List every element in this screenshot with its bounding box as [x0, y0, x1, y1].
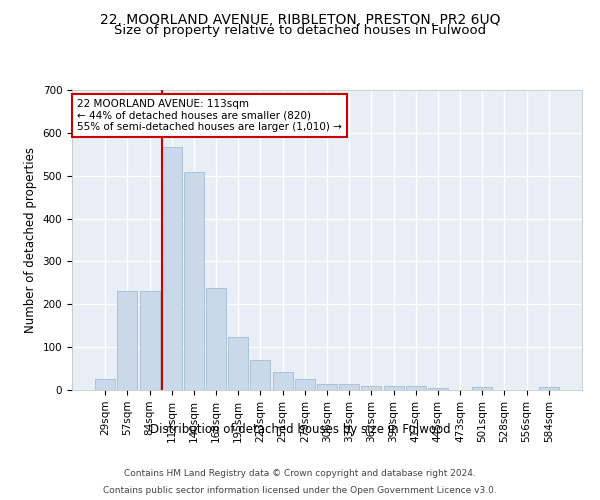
Bar — [140, 290, 160, 390]
Bar — [539, 388, 559, 390]
Bar — [339, 384, 359, 390]
Bar — [317, 384, 337, 390]
Text: 22, MOORLAND AVENUE, RIBBLETON, PRESTON, PR2 6UQ: 22, MOORLAND AVENUE, RIBBLETON, PRESTON,… — [100, 12, 500, 26]
Text: 22 MOORLAND AVENUE: 113sqm
← 44% of detached houses are smaller (820)
55% of sem: 22 MOORLAND AVENUE: 113sqm ← 44% of deta… — [77, 99, 342, 132]
Bar — [472, 386, 492, 390]
Bar — [184, 172, 204, 390]
Bar — [383, 386, 404, 390]
Bar — [162, 147, 182, 390]
Text: Distribution of detached houses by size in Fulwood: Distribution of detached houses by size … — [149, 422, 451, 436]
Y-axis label: Number of detached properties: Number of detached properties — [24, 147, 37, 333]
Text: Contains public sector information licensed under the Open Government Licence v3: Contains public sector information licen… — [103, 486, 497, 495]
Bar — [228, 337, 248, 390]
Bar — [428, 388, 448, 390]
Bar — [250, 360, 271, 390]
Bar — [406, 386, 426, 390]
Bar — [95, 379, 115, 390]
Bar — [118, 290, 137, 390]
Bar — [272, 372, 293, 390]
Bar — [206, 288, 226, 390]
Bar — [361, 386, 382, 390]
Text: Size of property relative to detached houses in Fulwood: Size of property relative to detached ho… — [114, 24, 486, 37]
Bar — [295, 379, 315, 390]
Text: Contains HM Land Registry data © Crown copyright and database right 2024.: Contains HM Land Registry data © Crown c… — [124, 468, 476, 477]
